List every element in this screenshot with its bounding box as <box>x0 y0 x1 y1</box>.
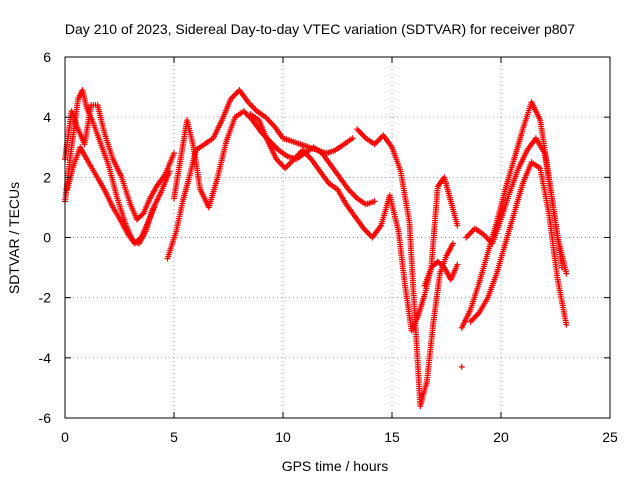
axis-ticks: 0 5 10 15 20 25 -6 -4 -2 0 2 4 6 <box>39 49 618 445</box>
data-point <box>151 204 158 211</box>
y-tick-label: -2 <box>39 290 52 306</box>
data-point <box>563 270 570 277</box>
data-point <box>349 135 356 142</box>
y-tick-label: 0 <box>43 230 51 246</box>
data-point <box>139 211 146 218</box>
data-point <box>458 363 465 370</box>
x-tick-label: 0 <box>61 429 69 445</box>
data-point <box>559 264 566 271</box>
chart-title: Day 210 of 2023, Sidereal Day-to-day VTE… <box>65 21 575 37</box>
y-tick-label: 6 <box>43 49 51 65</box>
x-tick-label: 10 <box>275 429 291 445</box>
x-tick-label: 15 <box>384 429 400 445</box>
data-points <box>62 87 570 409</box>
data-point <box>563 321 570 328</box>
x-tick-label: 25 <box>602 429 618 445</box>
y-tick-label: -6 <box>39 410 52 426</box>
data-point <box>454 261 461 268</box>
y-axis-label: SDTVAR / TECUs <box>6 182 22 294</box>
data-point <box>454 222 461 229</box>
data-point <box>371 198 378 205</box>
x-axis-label: GPS time / hours <box>282 458 389 474</box>
data-point <box>136 235 143 242</box>
y-tick-label: -4 <box>39 350 52 366</box>
data-point <box>450 240 457 247</box>
y-tick-label: 2 <box>43 169 51 185</box>
data-point <box>171 150 177 157</box>
y-tick-label: 4 <box>43 109 51 125</box>
x-tick-label: 5 <box>170 429 178 445</box>
x-tick-label: 20 <box>493 429 509 445</box>
